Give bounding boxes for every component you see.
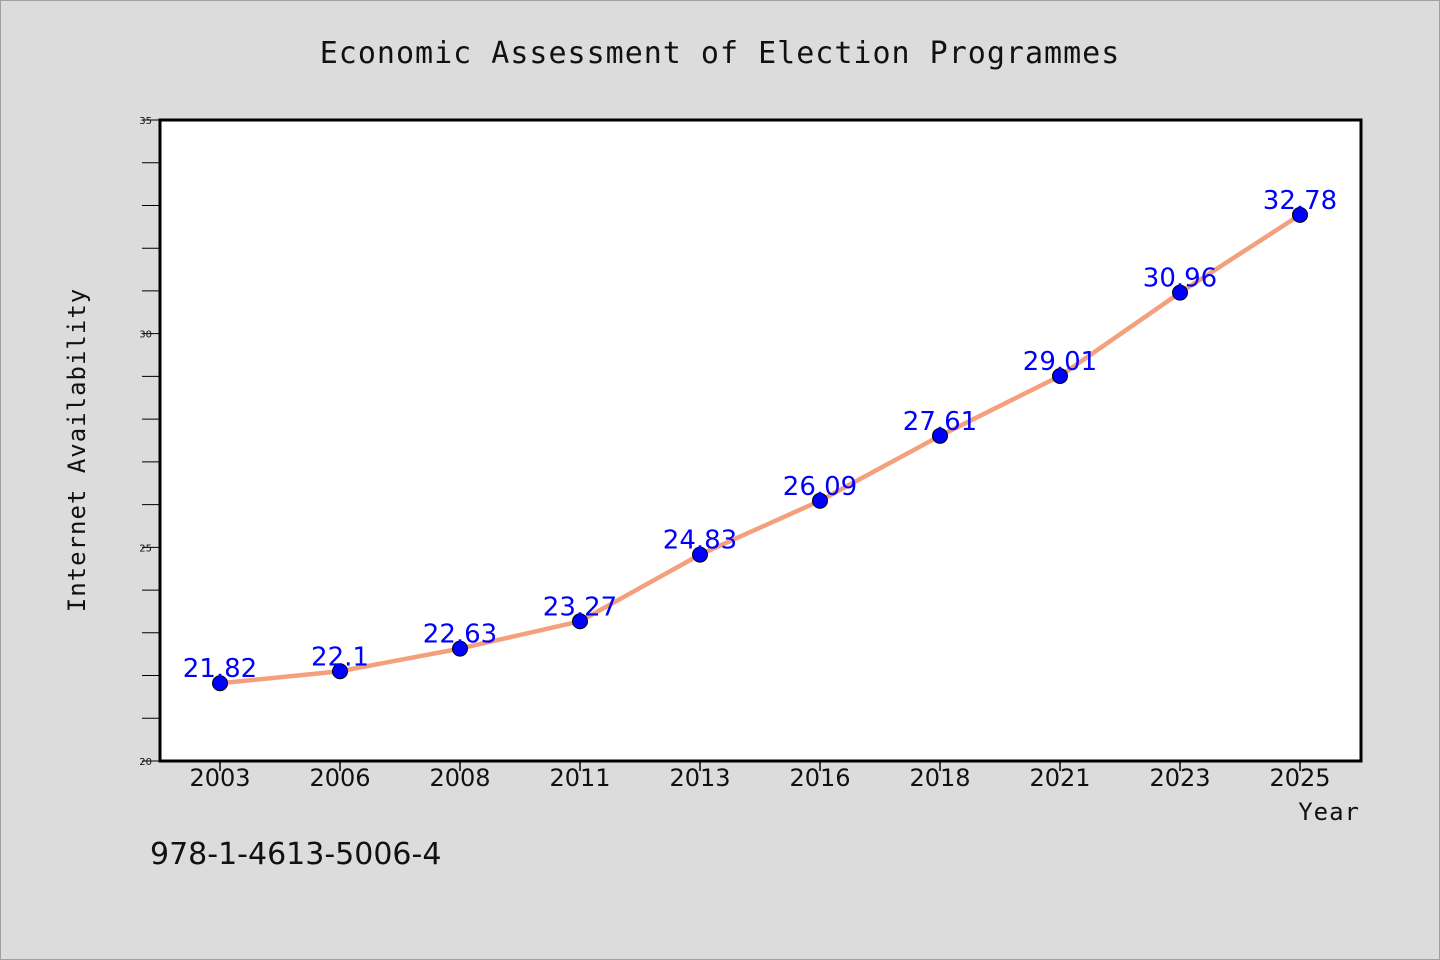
data-label: 29.01	[1023, 347, 1097, 377]
data-point	[932, 427, 948, 444]
x-tick-label: 2008	[429, 764, 490, 792]
chart-title: Economic Assessment of Election Programm…	[320, 36, 1121, 71]
x-axis-label: Year	[1298, 798, 1360, 826]
y-tick-label: 25	[139, 543, 152, 554]
data-point	[812, 492, 828, 509]
data-points	[212, 206, 1308, 692]
y-axis-label: Internet Availability	[63, 288, 91, 612]
x-tick-label: 2013	[669, 764, 730, 792]
data-point	[572, 613, 588, 630]
data-labels: 21.82 22.1 22.63 23.27 24.83 26.09 27.61 29.01 3…	[183, 186, 1337, 684]
plot-area	[158, 118, 1363, 763]
data-point	[692, 546, 708, 563]
x-tick-label: 2021	[1029, 764, 1090, 792]
x-tick-label: 2016	[789, 764, 850, 792]
data-point	[1172, 284, 1188, 301]
data-label: 22.63	[423, 620, 497, 650]
isbn-text: 978-1-4613-5006-4	[150, 837, 441, 872]
y-tick-label: 30	[139, 330, 152, 341]
y-tick-label: 20	[139, 757, 152, 768]
x-tick-label: 2018	[909, 764, 970, 792]
data-point	[1052, 367, 1068, 384]
data-label: 27.61	[903, 407, 977, 437]
x-tick-label: 2011	[549, 764, 610, 792]
data-label: 26.09	[783, 472, 857, 502]
data-label: 24.83	[663, 526, 737, 556]
data-label: 21.82	[183, 654, 257, 684]
data-label: 32.78	[1263, 186, 1337, 216]
data-point	[212, 675, 228, 692]
data-point	[332, 663, 348, 680]
x-axis: 2003 2006 2008 2011 2013 2016 2018 2021 2023 2025	[189, 761, 1331, 792]
data-label: 23.27	[543, 592, 617, 622]
data-label: 22.1	[311, 642, 369, 672]
data-point	[1292, 206, 1308, 223]
x-tick-label: 2003	[189, 764, 250, 792]
series-line	[217, 212, 1303, 686]
x-tick-label: 2006	[309, 764, 370, 792]
data-point	[452, 640, 468, 657]
y-axis: 20 25 30 35	[139, 116, 160, 768]
y-tick-label: 35	[139, 116, 152, 127]
x-tick-label: 2023	[1149, 764, 1210, 792]
data-label: 30.96	[1143, 264, 1217, 294]
x-tick-label: 2025	[1269, 764, 1330, 792]
